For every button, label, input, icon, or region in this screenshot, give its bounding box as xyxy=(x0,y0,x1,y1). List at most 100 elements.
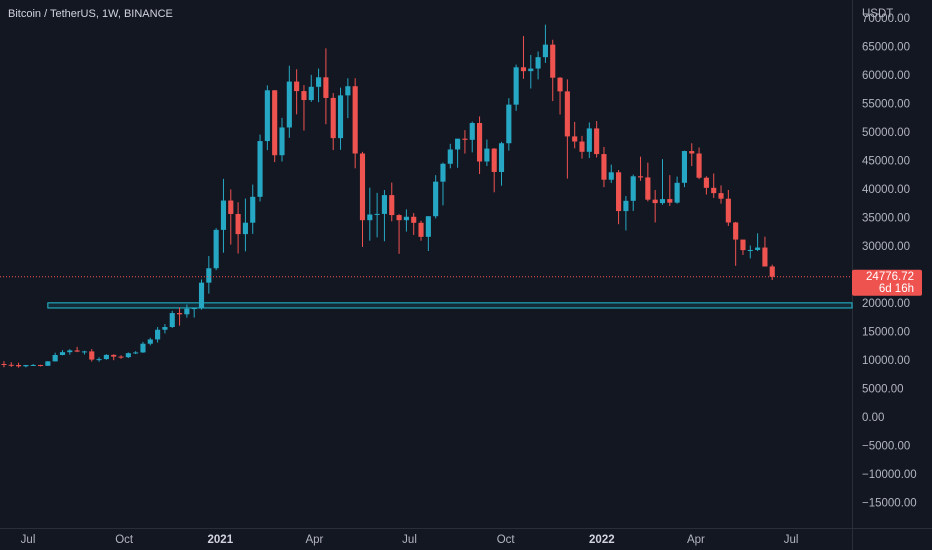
candle-body xyxy=(198,282,205,309)
y-axis-label: USDT xyxy=(862,8,893,20)
candle-body xyxy=(572,136,578,142)
y-tick-label: −5000.00 xyxy=(862,441,910,453)
x-tick-label: Apr xyxy=(687,534,705,546)
y-tick-label: 45000.00 xyxy=(862,156,910,168)
last-price-label: 24776.72 xyxy=(866,271,914,283)
candle-body xyxy=(528,68,534,72)
candle-body xyxy=(316,77,322,87)
candle-body xyxy=(140,343,146,353)
candle-body xyxy=(447,149,453,164)
candle-body xyxy=(286,81,292,128)
candle-body xyxy=(725,198,731,223)
candle-body xyxy=(689,151,695,154)
candle-body xyxy=(645,177,651,200)
candle-body xyxy=(740,239,746,251)
y-tick-label: −10000.00 xyxy=(862,469,917,481)
candle-body xyxy=(462,138,468,140)
zone xyxy=(47,302,853,309)
candle-body xyxy=(550,44,556,78)
candle-body xyxy=(455,138,461,150)
candle-body xyxy=(755,247,761,251)
candle-body xyxy=(623,200,629,212)
candle-body xyxy=(733,222,739,240)
candle-body xyxy=(659,199,666,204)
y-tick-label: 10000.00 xyxy=(862,355,910,367)
candle-body xyxy=(279,127,285,156)
candle-body xyxy=(59,352,66,356)
candle-body xyxy=(579,141,585,152)
candle-body xyxy=(411,216,417,223)
y-tick-label: 30000.00 xyxy=(862,241,910,253)
candle-body xyxy=(37,364,44,366)
candle-body xyxy=(747,250,753,252)
candle-body xyxy=(330,97,336,139)
candle-body xyxy=(367,214,373,221)
y-tick-label: 60000.00 xyxy=(862,70,910,82)
candle-body xyxy=(491,148,497,172)
candle-body xyxy=(250,196,256,223)
candle-body xyxy=(762,247,768,267)
candle-body xyxy=(169,313,175,328)
y-tick-label: 35000.00 xyxy=(862,213,910,225)
candle-body xyxy=(535,57,541,69)
y-tick-label: 55000.00 xyxy=(862,99,910,111)
candle-body xyxy=(616,172,622,212)
candle-body xyxy=(498,143,505,172)
candle-body xyxy=(403,216,409,221)
candle-body xyxy=(1,364,7,366)
candle-body xyxy=(608,172,614,180)
candle-body xyxy=(8,364,14,366)
candle-body xyxy=(352,86,358,154)
x-tick-label: Jul xyxy=(402,534,417,546)
candle-body xyxy=(177,313,183,315)
candle-body xyxy=(425,216,431,237)
candle-body xyxy=(323,77,329,98)
y-tick-label: 15000.00 xyxy=(862,327,910,339)
candle-body xyxy=(769,266,775,277)
candle-body xyxy=(242,222,248,235)
candle-body xyxy=(440,163,446,182)
y-tick-label: 0.00 xyxy=(862,412,884,424)
candle-body xyxy=(484,148,490,162)
y-tick-label: 50000.00 xyxy=(862,127,910,139)
candle-body xyxy=(220,200,227,230)
candle-body xyxy=(681,151,687,183)
candle-body xyxy=(586,128,592,152)
candle-body xyxy=(652,199,658,204)
x-tick-label: Oct xyxy=(497,534,516,546)
candle-body xyxy=(45,361,51,366)
candle-body xyxy=(133,352,139,354)
candle-body xyxy=(418,222,424,237)
candle-body xyxy=(696,153,702,178)
candle-body xyxy=(257,141,263,197)
candle-body xyxy=(147,339,153,344)
candle-body xyxy=(294,81,300,92)
candle-body xyxy=(213,229,219,269)
candle-body xyxy=(711,187,717,194)
candle-body xyxy=(359,153,366,221)
candle-body xyxy=(74,350,80,352)
candle-body xyxy=(264,90,270,142)
candle-body xyxy=(272,90,278,156)
candle-body xyxy=(89,351,95,360)
candle-body xyxy=(337,95,344,139)
last-price-box xyxy=(852,269,922,296)
candle-body xyxy=(235,213,241,235)
candle-body xyxy=(155,329,161,340)
candle-body xyxy=(23,365,29,367)
candle-body xyxy=(52,355,58,362)
candle-body xyxy=(308,86,314,101)
candle-body xyxy=(103,354,109,360)
candle-body xyxy=(718,193,724,199)
candle-body xyxy=(637,176,644,178)
y-tick-label: 5000.00 xyxy=(862,384,904,396)
x-tick-label: Jul xyxy=(21,534,36,546)
candle-body xyxy=(228,200,234,214)
candle-body xyxy=(301,91,307,101)
candle-body xyxy=(206,268,212,283)
candle-body xyxy=(16,365,22,367)
candle-body xyxy=(184,308,190,315)
candle-body xyxy=(594,128,600,155)
